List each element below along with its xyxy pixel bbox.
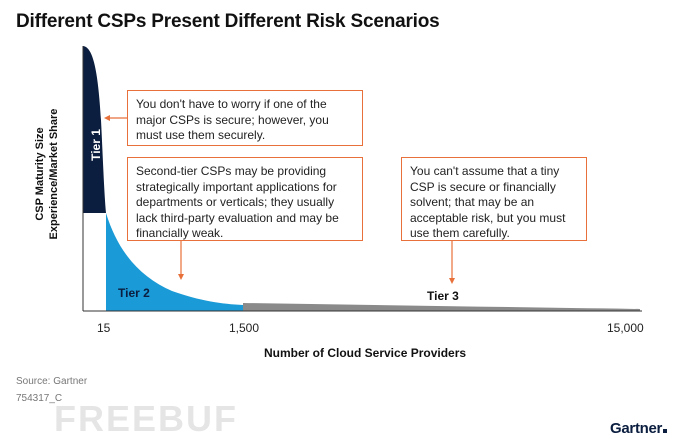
tier-2-label: Tier 2 <box>118 286 150 300</box>
source-note: Source: Gartner <box>16 376 88 387</box>
callout-3-arrow <box>449 278 455 284</box>
callout-1-arrow <box>104 115 110 121</box>
tier-3-area <box>243 303 640 311</box>
watermark: FREEBUF <box>54 398 238 439</box>
x-tick-15: 15 <box>97 321 111 335</box>
x-axis-label: Number of Cloud Service Providers <box>264 346 467 360</box>
x-tick-15000: 15,000 <box>607 321 644 335</box>
tier-1-area <box>83 46 106 213</box>
logo-text: Gartner <box>610 420 663 437</box>
tier-1-label: Tier 1 <box>89 129 103 161</box>
logo-dot <box>663 429 668 433</box>
callout-tier-3: You can't assume that a tiny CSP is secu… <box>401 157 587 241</box>
gartner-logo: Gartner <box>610 420 668 437</box>
document-id: 754317_C <box>16 393 63 404</box>
x-tick-1500: 1,500 <box>229 321 260 335</box>
callout-2-arrow <box>178 274 184 280</box>
callout-tier-1: You don't have to worry if one of the ma… <box>127 90 363 146</box>
tier-3-label: Tier 3 <box>427 289 459 303</box>
diagram-title: Different CSPs Present Different Risk Sc… <box>16 11 440 32</box>
callout-tier-2: Second-tier CSPs may be providing strate… <box>127 157 363 241</box>
tier-2-area <box>106 213 243 311</box>
